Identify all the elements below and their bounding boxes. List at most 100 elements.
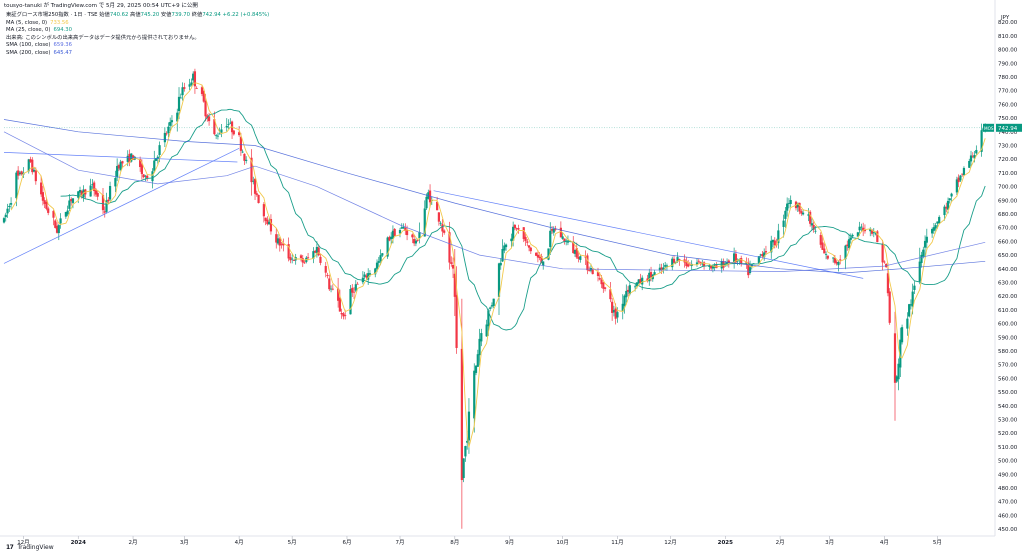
candle [773,240,776,246]
candle [278,238,281,246]
candle [918,261,921,282]
candle [591,269,594,275]
candle [549,230,552,248]
candle [611,301,614,313]
candle [824,253,828,255]
candle [787,202,791,204]
candle [602,282,605,289]
candle [702,262,706,267]
candle [961,173,964,175]
candle [142,174,145,178]
candle [128,153,131,163]
candle [291,258,294,260]
candle [733,253,736,263]
candle [833,257,836,263]
candle [513,224,517,229]
price-tick-label: 700.00 [998,185,1018,191]
tradingview-footer[interactable]: 17 TradingView [6,544,54,551]
candle [312,251,315,259]
indicator-row[interactable]: MA (5, close, 0) 733.56 [6,20,269,28]
candle [757,256,760,263]
candle [303,262,306,264]
candle [165,133,168,135]
candle [326,275,329,276]
ohlc-value: 740.62 [109,12,131,18]
ma5-line [10,82,986,448]
candle [91,183,94,185]
candle [57,225,60,234]
candle [856,232,859,237]
candle [676,257,679,262]
time-tick-label: 6月 [342,539,351,546]
candle [423,208,426,237]
indicator-row[interactable]: SMA (200, close) 645.47 [6,50,269,58]
symbol-row[interactable]: 東証グロース市場250指数 · 1日 · TSE 始値740.62 高値745.… [6,12,269,20]
candle [517,228,520,230]
candle [462,458,465,479]
candle [572,241,575,254]
candle [119,161,122,170]
candle [943,206,946,216]
price-tick-label: 490.00 [998,472,1018,478]
candle [64,211,67,217]
candle [27,159,30,172]
candle [8,205,11,208]
candle [612,310,616,313]
candle [489,307,492,309]
candle [167,126,170,134]
candle [955,179,958,193]
price-tick-label: 530.00 [998,418,1018,424]
candle [349,288,352,315]
candle [388,236,391,241]
candle [32,169,36,172]
candle [292,260,296,261]
candle [932,227,935,231]
candle [220,129,223,133]
candle [338,297,341,312]
indicator-row[interactable]: 出来高: このシンボルの出来高データはデータ提供元から提供されておりません。 [6,35,269,43]
candle [837,262,840,266]
candle [588,270,591,271]
time-tick-label: 5月 [288,539,297,546]
candle [763,252,766,258]
candle [485,324,488,337]
candle [934,225,937,229]
candle [913,285,916,290]
candle [497,263,501,297]
ohlc-label: 高値 [130,12,141,18]
candle [192,73,195,81]
candle [777,230,780,244]
time-tick-label: 9月 [505,539,514,546]
candle [614,308,617,319]
price-tick-label: 690.00 [998,198,1018,204]
candle [344,315,347,316]
price-tick-label: 460.00 [998,513,1018,519]
candle [671,258,674,268]
candle [720,261,723,269]
indicator-row[interactable]: MA (25, close, 0) 694.30 [6,27,269,35]
candle [414,240,418,244]
candle [31,159,34,173]
candle [616,312,619,318]
price-tick-label: 810.00 [998,34,1018,40]
candle [950,193,953,197]
candle [400,227,403,229]
price-tick-label: 510.00 [998,445,1018,451]
candle [448,232,451,263]
candle [306,257,310,259]
candle [215,135,218,137]
time-tick-label: 11月 [611,539,624,546]
candle [54,220,57,228]
candle [625,290,628,298]
candle [835,261,838,264]
time-tick-label: 2月 [129,539,138,546]
candle [105,200,108,212]
candle [282,243,285,246]
indicator-row[interactable]: SMA (100, close) 659.36 [6,42,269,50]
indicator-label: SMA (100, close) [6,42,51,49]
indicator-value: 645.47 [53,49,73,56]
candle [455,295,458,348]
candle [973,154,976,159]
candle [490,305,494,307]
